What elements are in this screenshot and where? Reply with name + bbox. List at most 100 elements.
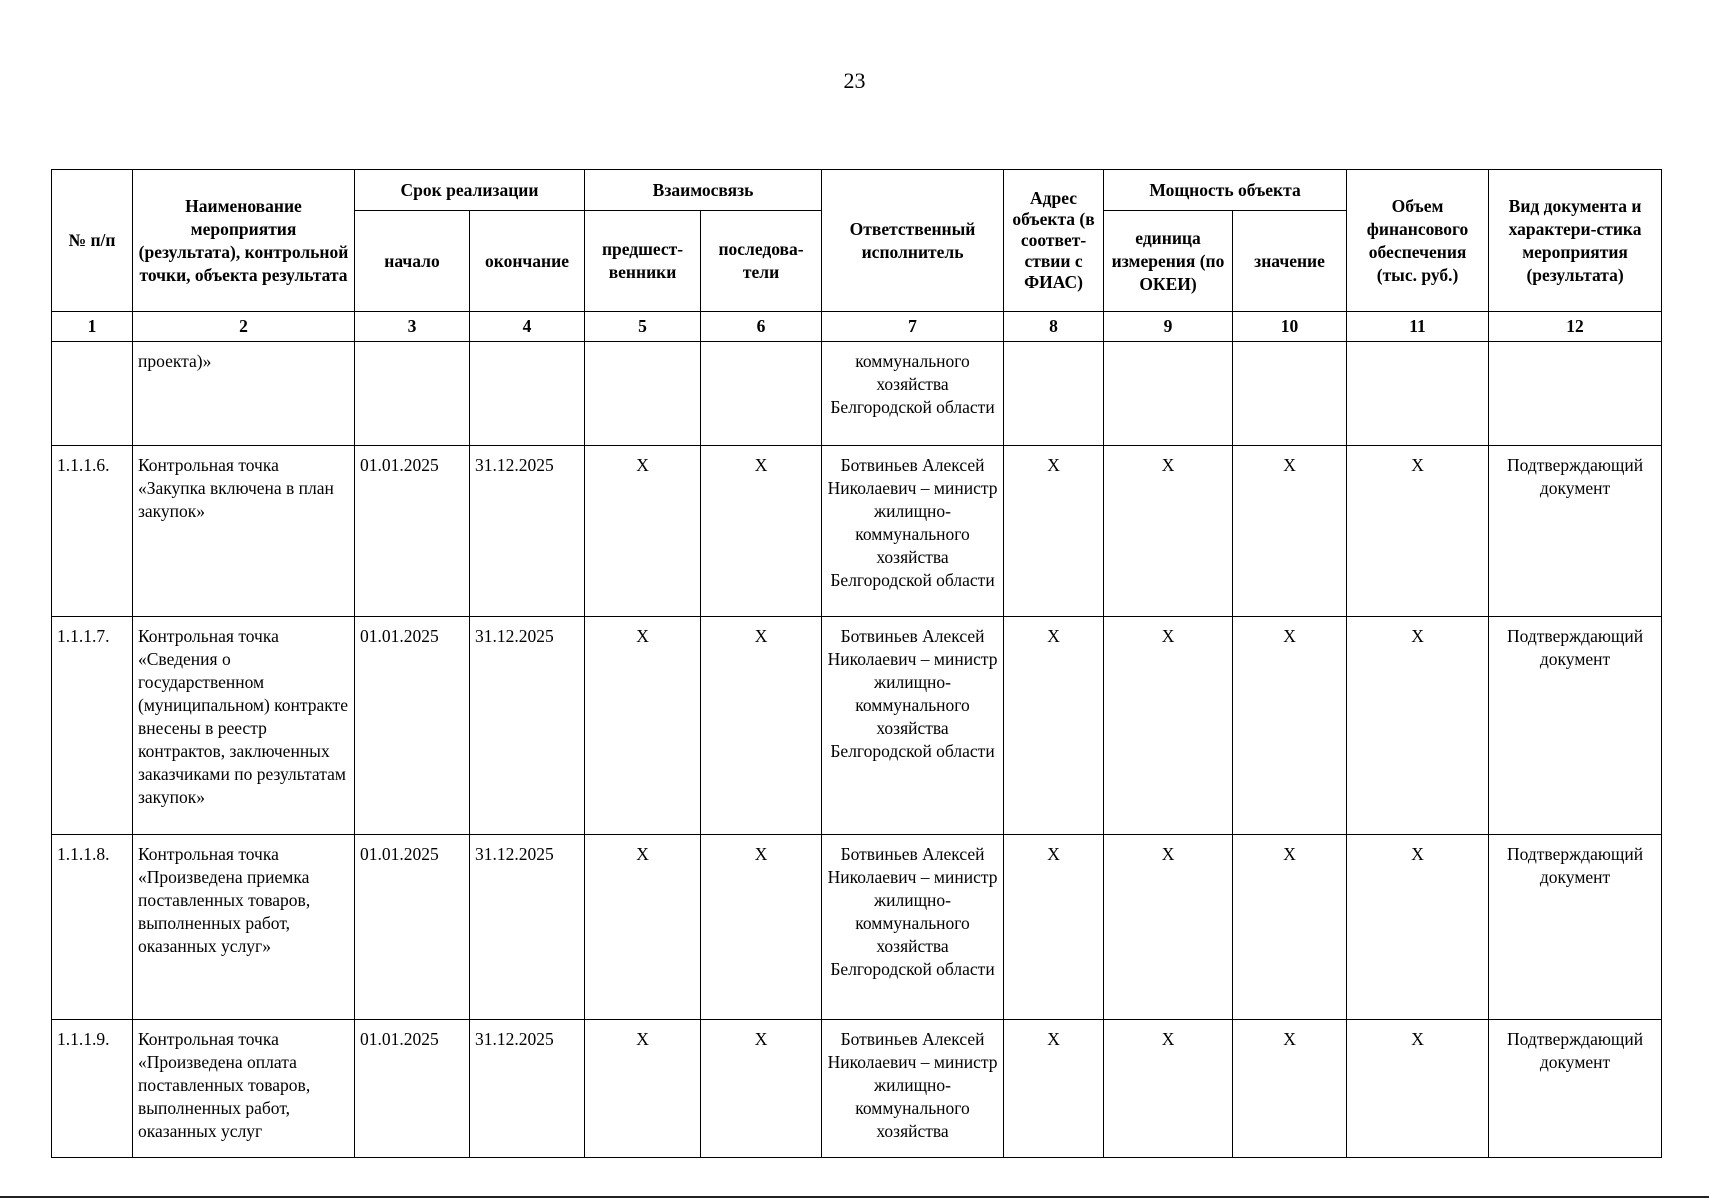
column-numbers-row: 1 2 3 4 5 6 7 8 9 10 11 12 <box>51 311 1663 342</box>
cell-finance-text: X <box>1411 1029 1424 1049</box>
cell-start-text: 01.01.2025 <box>360 844 439 864</box>
cell-value-text: X <box>1283 1029 1296 1049</box>
cell-finance: X <box>1346 1019 1490 1158</box>
cell-address-text: X <box>1047 455 1060 475</box>
cell-start: 01.01.2025 <box>354 834 470 1020</box>
cell-end: 31.12.2025 <box>468 445 586 617</box>
cell-num-text: 1.1.1.8. <box>57 844 110 864</box>
cell-address: X <box>1003 616 1105 835</box>
cell-value: X <box>1232 445 1348 617</box>
header-term: Срок реализации <box>353 169 586 211</box>
cell-address-text: X <box>1047 626 1060 646</box>
cell-name: проекта)» <box>132 341 355 446</box>
cell-responsible: Ботвиньев Алексей Николаевич – министр ж… <box>821 834 1005 1020</box>
cell-prev: X <box>584 834 702 1020</box>
cell-start-text: 01.01.2025 <box>360 626 439 646</box>
cell-unit-text: X <box>1161 626 1175 646</box>
cell-prev: X <box>584 1019 702 1158</box>
cell-responsible: коммунального хозяйства Белгородской обл… <box>821 341 1005 446</box>
cell-address-text: X <box>1047 844 1060 864</box>
cell-name: Контрольная точка «Закупка включена в пл… <box>132 445 355 617</box>
cell-doc: Подтверждающий документ <box>1488 616 1663 835</box>
cell-responsible-text: Ботвиньев Алексей Николаевич – министр ж… <box>827 626 998 761</box>
cell-num: 1.1.1.9. <box>51 1019 133 1158</box>
cell-name: Контрольная точка «Сведения о государств… <box>132 616 355 835</box>
header-term-end: окончание <box>468 210 586 312</box>
cell-start: 01.01.2025 <box>354 445 470 617</box>
cell-next: X <box>700 834 823 1020</box>
cell-next-text: X <box>754 844 768 864</box>
cell-doc-text: Подтверждающий документ <box>1506 1029 1644 1072</box>
cell-num: 1.1.1.6. <box>51 445 133 617</box>
plan-table: № п/п Наименование мероприятия (результа… <box>51 169 1663 1158</box>
cell-unit <box>1103 341 1234 446</box>
page-edge <box>0 1196 1709 1198</box>
cell-unit-text: X <box>1161 1029 1175 1049</box>
cell-value: X <box>1232 834 1348 1020</box>
cell-finance: X <box>1346 445 1490 617</box>
cell-next-text: X <box>754 626 768 646</box>
cell-doc <box>1488 341 1663 446</box>
cell-doc: Подтверждающий документ <box>1488 1019 1663 1158</box>
cell-prev-text: X <box>636 844 649 864</box>
table-row: 1.1.1.8. Контрольная точка «Произведена п… <box>51 834 1663 1020</box>
cell-start: 01.01.2025 <box>354 1019 470 1158</box>
header-name: Наименование мероприятия (результата), к… <box>132 169 355 312</box>
cell-finance: X <box>1346 834 1490 1020</box>
cell-next: X <box>700 1019 823 1158</box>
cell-responsible: Ботвиньев Алексей Николаевич – министр ж… <box>821 445 1005 617</box>
cell-doc-text: Подтверждающий документ <box>1506 455 1644 498</box>
cell-unit: X <box>1103 445 1234 617</box>
cell-next-text: X <box>754 455 768 475</box>
column-number: 5 <box>584 311 702 342</box>
table-row: проекта)» коммунального хозяйства Белгоро… <box>51 341 1663 446</box>
column-number: 10 <box>1232 311 1348 342</box>
subheader-row: начало окончание предшест-венники послед… <box>52 210 1662 312</box>
cell-responsible-text: Ботвиньев Алексей Николаевич – министр ж… <box>827 1029 998 1141</box>
cell-value <box>1232 341 1348 446</box>
cell-address <box>1003 341 1105 446</box>
cell-doc-text: Подтверждающий документ <box>1506 844 1644 887</box>
cell-num: 1.1.1.8. <box>51 834 133 1020</box>
cell-name-text: Контрольная точка «Закупка включена в пл… <box>138 455 334 521</box>
header-doc: Вид документа и характери-стика мероприя… <box>1488 169 1663 312</box>
cell-finance-text: X <box>1411 455 1424 475</box>
cell-end-text: 31.12.2025 <box>475 844 554 864</box>
cell-value-text: X <box>1283 626 1296 646</box>
table-row: 1.1.1.9. Контрольная точка «Произведена о… <box>51 1019 1663 1158</box>
cell-responsible: Ботвиньев Алексей Николаевич – министр ж… <box>821 1019 1005 1158</box>
cell-next-text: X <box>754 1029 768 1049</box>
header-unit: единица измерения (по ОКЕИ) <box>1103 210 1234 312</box>
cell-name-text: проекта)» <box>138 351 212 371</box>
cell-start <box>354 341 470 446</box>
cell-prev-text: X <box>636 626 649 646</box>
column-number: 2 <box>132 311 355 342</box>
cell-prev: X <box>584 445 702 617</box>
cell-end-text: 31.12.2025 <box>475 455 554 475</box>
column-number: 6 <box>700 311 823 342</box>
cell-responsible: Ботвиньев Алексей Николаевич – министр ж… <box>821 616 1005 835</box>
cell-num: 1.1.1.7. <box>51 616 133 835</box>
cell-end: 31.12.2025 <box>468 834 586 1020</box>
cell-unit: X <box>1103 1019 1234 1158</box>
cell-start-text: 01.01.2025 <box>360 455 439 475</box>
cell-value-text: X <box>1283 455 1296 475</box>
cell-name: Контрольная точка «Произведена оплата по… <box>132 1019 355 1158</box>
cell-unit-text: X <box>1161 844 1175 864</box>
cell-end-text: 31.12.2025 <box>475 1029 554 1049</box>
cell-next <box>700 341 823 446</box>
cell-name: Контрольная точка «Произведена приемка п… <box>132 834 355 1020</box>
header-row: № п/п Наименование мероприятия (результа… <box>51 169 1663 312</box>
cell-doc-text: Подтверждающий документ <box>1506 626 1644 669</box>
cell-address: X <box>1003 1019 1105 1158</box>
cell-address: X <box>1003 445 1105 617</box>
cell-prev: X <box>584 616 702 835</box>
header-term-start: начало <box>354 210 470 312</box>
column-number: 8 <box>1003 311 1105 342</box>
cell-name-text: Контрольная точка «Произведена оплата по… <box>138 1029 311 1141</box>
header-value: значение <box>1232 210 1348 312</box>
cell-unit: X <box>1103 834 1234 1020</box>
cell-start-text: 01.01.2025 <box>360 1029 439 1049</box>
cell-start: 01.01.2025 <box>354 616 470 835</box>
cell-doc: Подтверждающий документ <box>1488 834 1663 1020</box>
